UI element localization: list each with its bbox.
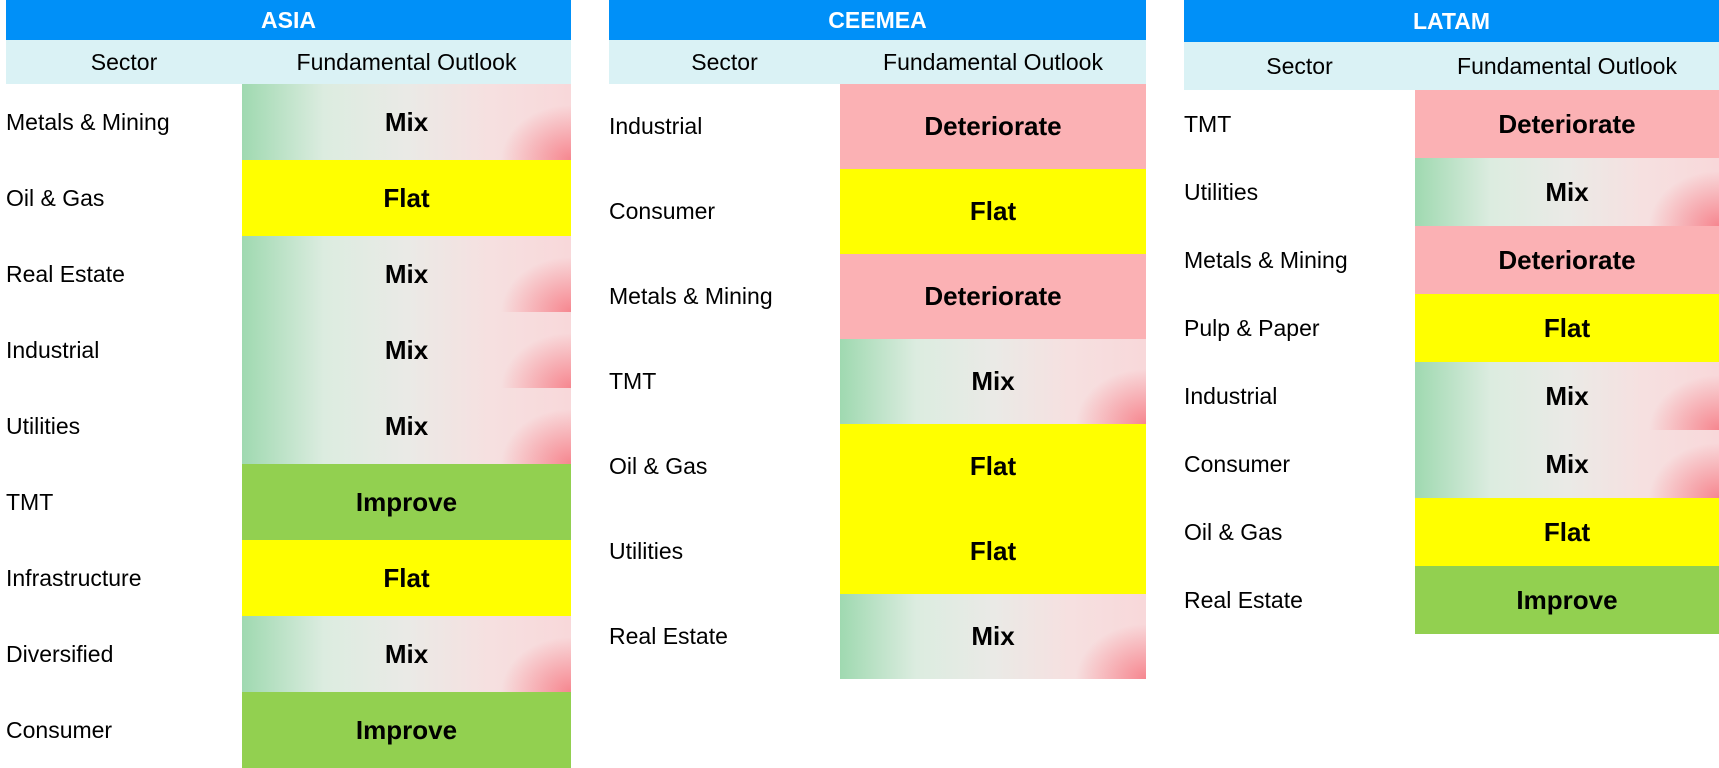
sector-cell: Oil & Gas: [1184, 518, 1283, 545]
sector-column-heading: Sector: [691, 48, 758, 75]
asia-column-header: Sector Fundamental Outlook: [6, 40, 571, 84]
sector-cell: Oil & Gas: [6, 184, 105, 211]
table-row: Consumer Flat: [609, 169, 1146, 254]
outlook-cell: Flat: [242, 540, 571, 616]
sector-cell: Consumer: [1184, 450, 1291, 477]
table-row: Infrastructure Flat: [6, 540, 571, 616]
outlook-cell: Improve: [1415, 566, 1719, 634]
outlook-cell: Improve: [242, 692, 571, 768]
table-row: Utilities Flat: [609, 509, 1146, 594]
sector-cell: Real Estate: [1184, 586, 1303, 613]
outlook-cell: Mix: [1415, 430, 1719, 498]
table-row: Industrial Deteriorate: [609, 84, 1146, 169]
table-row: Real Estate Mix: [6, 236, 571, 312]
sector-cell: Utilities: [609, 538, 684, 564]
ceemea-rows: Industrial Deteriorate Consumer Flat Metals …: [609, 84, 1146, 679]
table-row: Pulp & Paper Flat: [1184, 294, 1719, 362]
outlook-cell: Mix: [840, 594, 1146, 679]
table-row: Oil & Gas Flat: [1184, 498, 1719, 566]
sector-cell: Oil & Gas: [609, 453, 708, 479]
table-row: Industrial Mix: [6, 312, 571, 388]
sector-cell: Diversified: [6, 640, 114, 667]
outlook-cell: Mix: [242, 388, 571, 464]
outlook-column-heading: Fundamental Outlook: [1457, 52, 1677, 79]
asia-region-title: ASIA: [6, 0, 571, 40]
latam-rows: TMT Deteriorate Utilities Mix Metals & Minin…: [1184, 90, 1719, 634]
sector-cell: Consumer: [609, 198, 716, 224]
table-row: Utilities Mix: [6, 388, 571, 464]
sector-cell: Pulp & Paper: [1184, 314, 1320, 341]
table-row: Metals & Mining Mix: [6, 84, 571, 160]
outlook-cell: Deteriorate: [840, 254, 1146, 339]
sector-cell: Industrial: [609, 113, 703, 139]
outlook-cell: Deteriorate: [840, 84, 1146, 169]
outlook-cell: Mix: [242, 616, 571, 692]
table-row: Oil & Gas Flat: [609, 424, 1146, 509]
latam-region-title: LATAM: [1184, 0, 1719, 42]
sector-cell: Metals & Mining: [609, 283, 773, 309]
outlook-cell: Mix: [242, 236, 571, 312]
outlook-cell: Improve: [242, 464, 571, 540]
outlook-cell: Mix: [840, 339, 1146, 424]
table-row: Metals & Mining Deteriorate: [609, 254, 1146, 339]
sector-cell: Real Estate: [6, 260, 125, 287]
ceemea-column-header: Sector Fundamental Outlook: [609, 40, 1146, 84]
outlook-cell: Flat: [840, 424, 1146, 509]
outlook-cell: Flat: [242, 160, 571, 236]
latam-column-header: Sector Fundamental Outlook: [1184, 42, 1719, 90]
asia-panel: ASIA Sector Fundamental Outlook Metals &…: [6, 0, 571, 768]
sector-cell: Infrastructure: [6, 564, 142, 591]
table-row: TMT Deteriorate: [1184, 90, 1719, 158]
outlook-cell: Mix: [242, 84, 571, 160]
ceemea-panel: CEEMEA Sector Fundamental Outlook Indust…: [609, 0, 1146, 679]
table-row: Industrial Mix: [1184, 362, 1719, 430]
sector-column-heading: Sector: [1266, 52, 1333, 79]
sector-cell: Metals & Mining: [1184, 246, 1348, 273]
table-row: TMT Mix: [609, 339, 1146, 424]
outlook-cell: Flat: [1415, 294, 1719, 362]
outlook-cell: Deteriorate: [1415, 226, 1719, 294]
outlook-cell: Mix: [242, 312, 571, 388]
table-row: Consumer Improve: [6, 692, 571, 768]
sector-cell: Metals & Mining: [6, 108, 170, 135]
sector-cell: TMT: [1184, 110, 1232, 137]
sector-cell: Real Estate: [609, 623, 728, 649]
outlook-cell: Flat: [1415, 498, 1719, 566]
sector-cell: Consumer: [6, 716, 113, 743]
table-row: TMT Improve: [6, 464, 571, 540]
table-row: Utilities Mix: [1184, 158, 1719, 226]
table-row: Diversified Mix: [6, 616, 571, 692]
latam-panel: LATAM Sector Fundamental Outlook TMT Dete…: [1184, 0, 1719, 634]
outlook-cell: Flat: [840, 509, 1146, 594]
table-row: Real Estate Mix: [609, 594, 1146, 679]
outlook-cell: Mix: [1415, 158, 1719, 226]
outlook-cell: Deteriorate: [1415, 90, 1719, 158]
sector-cell: Utilities: [1184, 178, 1259, 205]
sector-cell: TMT: [6, 488, 54, 515]
sector-cell: Industrial: [1184, 382, 1278, 409]
table-row: Oil & Gas Flat: [6, 160, 571, 236]
table-row: Consumer Mix: [1184, 430, 1719, 498]
asia-rows: Metals & Mining Mix Oil & Gas Flat Real Esta…: [6, 84, 571, 768]
sector-column-heading: Sector: [90, 48, 158, 75]
table-row: Real Estate Improve: [1184, 566, 1719, 634]
outlook-column-heading: Fundamental Outlook: [296, 48, 517, 75]
outlook-cell: Flat: [840, 169, 1146, 254]
table-row: Metals & Mining Deteriorate: [1184, 226, 1719, 294]
outlook-cell: Mix: [1415, 362, 1719, 430]
sector-cell: Utilities: [6, 412, 81, 439]
sector-cell: Industrial: [6, 336, 100, 363]
ceemea-region-title: CEEMEA: [609, 0, 1146, 40]
sector-cell: TMT: [609, 368, 657, 394]
outlook-column-heading: Fundamental Outlook: [883, 48, 1103, 75]
